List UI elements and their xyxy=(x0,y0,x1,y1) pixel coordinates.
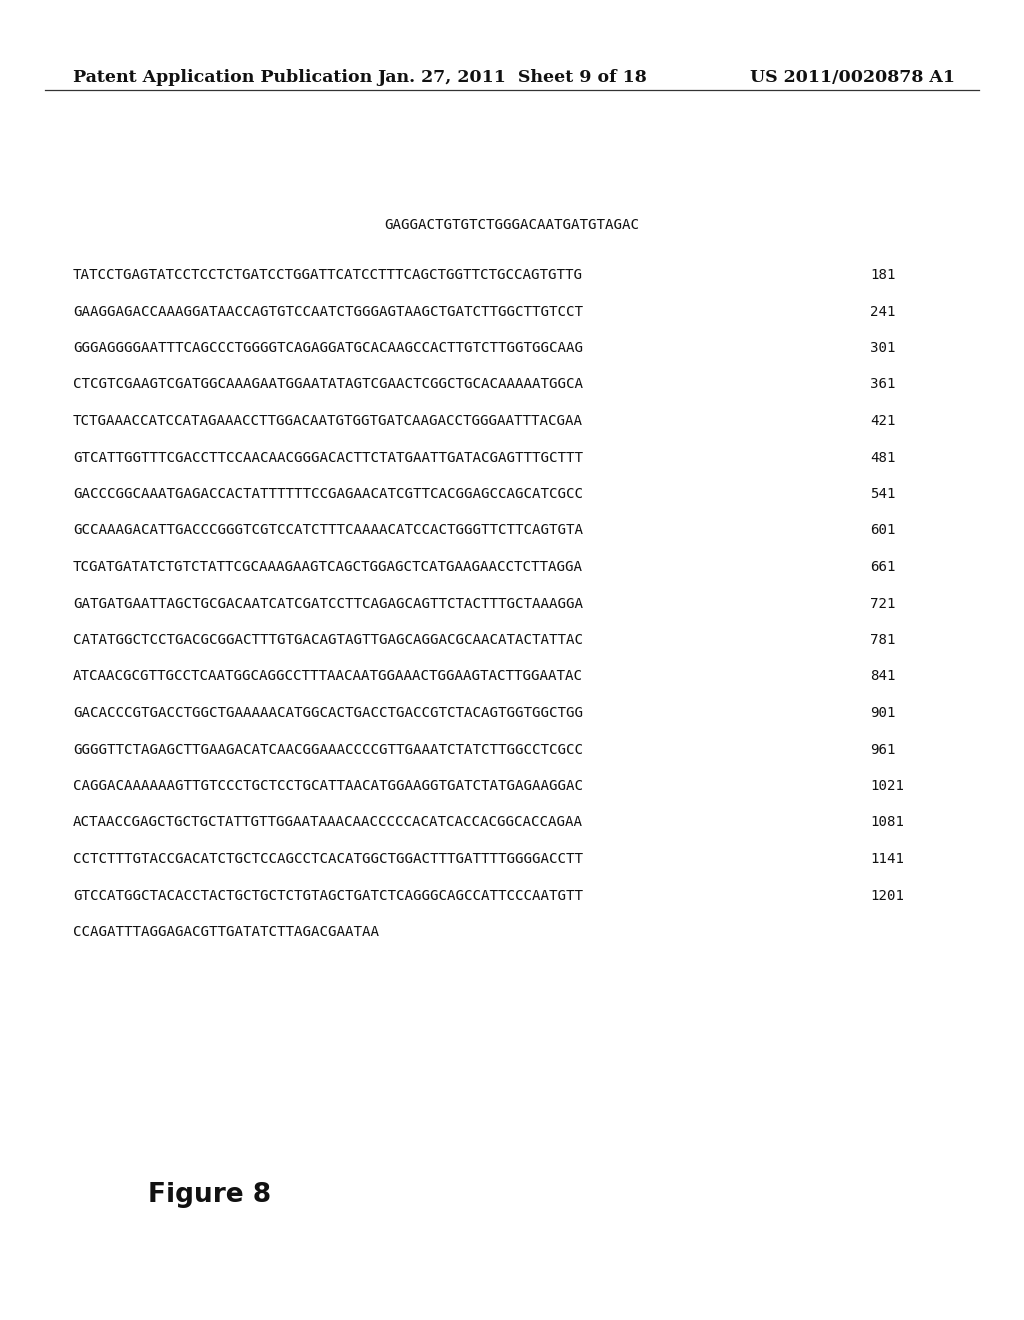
Text: 181: 181 xyxy=(870,268,896,282)
Text: CATATGGCTCCTGACGCGGACTTTGTGACAGTAGTTGAGCAGGACGCAACATACTATTAC: CATATGGCTCCTGACGCGGACTTTGTGACAGTAGTTGAGC… xyxy=(73,634,583,647)
Text: Jan. 27, 2011  Sheet 9 of 18: Jan. 27, 2011 Sheet 9 of 18 xyxy=(377,70,647,87)
Text: 421: 421 xyxy=(870,414,896,428)
Text: GAAGGAGACCAAAGGATAACCAGTGTCCAATCTGGGAGTAAGCTGATCTTGGCTTGTCCT: GAAGGAGACCAAAGGATAACCAGTGTCCAATCTGGGAGTA… xyxy=(73,305,583,318)
Text: GGGAGGGGAATTTCAGCCCTGGGGTCAGAGGATGCACAAGCCACTTGTCTTGGTGGCAAG: GGGAGGGGAATTTCAGCCCTGGGGTCAGAGGATGCACAAG… xyxy=(73,341,583,355)
Text: GAGGACTGTGTCTGGGACAATGATGTAGAC: GAGGACTGTGTCTGGGACAATGATGTAGAC xyxy=(384,218,640,232)
Text: 481: 481 xyxy=(870,450,896,465)
Text: Figure 8: Figure 8 xyxy=(148,1181,271,1208)
Text: 1141: 1141 xyxy=(870,851,904,866)
Text: CAGGACAAAAAAGTTGTCCCTGCTCCTGCATTAACATGGAAGGTGATCTATGAGAAGGAC: CAGGACAAAAAAGTTGTCCCTGCTCCTGCATTAACATGGA… xyxy=(73,779,583,793)
Text: CCTCTTTGTACCGACATCTGCTCCAGCCTCACATGGCTGGACTTTGATTTTGGGGACCTT: CCTCTTTGTACCGACATCTGCTCCAGCCTCACATGGCTGG… xyxy=(73,851,583,866)
Text: 241: 241 xyxy=(870,305,896,318)
Text: 661: 661 xyxy=(870,560,896,574)
Text: 601: 601 xyxy=(870,524,896,537)
Text: 901: 901 xyxy=(870,706,896,719)
Text: 361: 361 xyxy=(870,378,896,392)
Text: 301: 301 xyxy=(870,341,896,355)
Text: GTCATTGGTTTCGACCTTCCAACAACGGGACACTTCTATGAATTGATACGAGTTTGCTTT: GTCATTGGTTTCGACCTTCCAACAACGGGACACTTCTATG… xyxy=(73,450,583,465)
Text: CCAGATTTAGGAGACGTTGATATCTTAGACGAATAA: CCAGATTTAGGAGACGTTGATATCTTAGACGAATAA xyxy=(73,925,379,939)
Text: 541: 541 xyxy=(870,487,896,502)
Text: ATCAACGCGTTGCCTCAATGGCAGGCCTTTAACAATGGAAACTGGAAGTACTTGGAATAC: ATCAACGCGTTGCCTCAATGGCAGGCCTTTAACAATGGAA… xyxy=(73,669,583,684)
Text: 841: 841 xyxy=(870,669,896,684)
Text: 1201: 1201 xyxy=(870,888,904,903)
Text: GATGATGAATTAGCTGCGACAATCATCGATCCTTCAGAGCAGTTCTACTTTGCTAAAGGA: GATGATGAATTAGCTGCGACAATCATCGATCCTTCAGAGC… xyxy=(73,597,583,610)
Text: GGGGTTCTAGAGCTTGAAGACATCAACGGAAACCCCGTTGAAATCTATCTTGGCCTCGCC: GGGGTTCTAGAGCTTGAAGACATCAACGGAAACCCCGTTG… xyxy=(73,742,583,756)
Text: 961: 961 xyxy=(870,742,896,756)
Text: ACTAACCGAGCTGCTGCTATTGTTGGAATAAACAACCCCCACATCACCACGGCACCAGAA: ACTAACCGAGCTGCTGCTATTGTTGGAATAAACAACCCCC… xyxy=(73,816,583,829)
Text: Patent Application Publication: Patent Application Publication xyxy=(73,70,373,87)
Text: GTCCATGGCTACACCTACTGCTGCTCTGTAGCTGATCTCAGGGCAGCCATTCCCAATGTT: GTCCATGGCTACACCTACTGCTGCTCTGTAGCTGATCTCA… xyxy=(73,888,583,903)
Text: GCCAAAGACATTGACCCGGGTCGTCCATCTTTCAAAACATCCACTGGGTTCTTCAGTGTA: GCCAAAGACATTGACCCGGGTCGTCCATCTTTCAAAACAT… xyxy=(73,524,583,537)
Text: 781: 781 xyxy=(870,634,896,647)
Text: 721: 721 xyxy=(870,597,896,610)
Text: GACCCGGCAAATGAGACCACTATTTTTTCCGAGAACATCGTTCACGGAGCCAGCATCGCC: GACCCGGCAAATGAGACCACTATTTTTTCCGAGAACATCG… xyxy=(73,487,583,502)
Text: US 2011/0020878 A1: US 2011/0020878 A1 xyxy=(750,70,955,87)
Text: TCTGAAACCATCCATAGAAACCTTGGACAATGTGGTGATCAAGACCTGGGAATTTACGAA: TCTGAAACCATCCATAGAAACCTTGGACAATGTGGTGATC… xyxy=(73,414,583,428)
Text: CTCGTCGAAGTCGATGGCAAAGAATGGAATATAGTCGAACTCGGCTGCACAAAAATGGCA: CTCGTCGAAGTCGATGGCAAAGAATGGAATATAGTCGAAC… xyxy=(73,378,583,392)
Text: TATCCTGAGTATCCTCCTCTGATCCTGGATTCATCCTTTCAGCTGGTTCTGCCAGTGTTG: TATCCTGAGTATCCTCCTCTGATCCTGGATTCATCCTTTC… xyxy=(73,268,583,282)
Text: GACACCCGTGACCTGGCTGAAAAACATGGCACTGACCTGACCGTCTACAGTGGTGGCTGG: GACACCCGTGACCTGGCTGAAAAACATGGCACTGACCTGA… xyxy=(73,706,583,719)
Text: TCGATGATATCTGTCTATTCGCAAAGAAGTCAGCTGGAGCTCATGAAGAACCTCTTAGGA: TCGATGATATCTGTCTATTCGCAAAGAAGTCAGCTGGAGC… xyxy=(73,560,583,574)
Text: 1081: 1081 xyxy=(870,816,904,829)
Text: 1021: 1021 xyxy=(870,779,904,793)
